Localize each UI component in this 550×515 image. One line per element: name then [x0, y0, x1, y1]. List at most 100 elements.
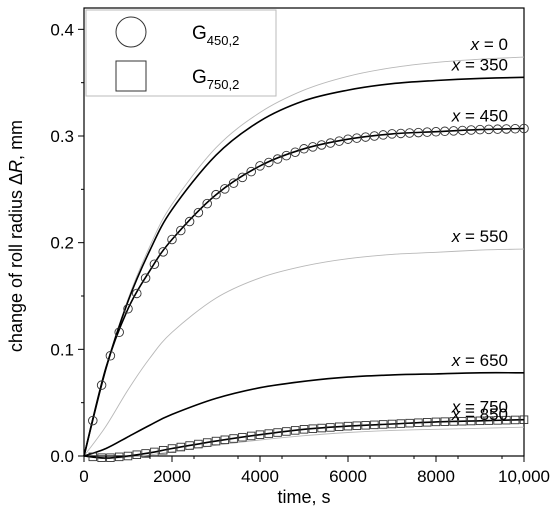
- legend-label-main: G: [192, 23, 207, 44]
- series-line-x-750: [83, 418, 525, 459]
- legend-label-subscript: 450,2: [207, 33, 240, 48]
- curve-label-value: = 450: [460, 107, 508, 126]
- point-square: [484, 416, 494, 425]
- y-tick-label: 0.4: [50, 20, 74, 39]
- curve-label: x = 450: [451, 107, 508, 126]
- point-circle: [237, 172, 248, 183]
- point-square: [141, 449, 150, 458]
- point-circle: [132, 288, 142, 299]
- curve-label: x = 0: [470, 35, 508, 54]
- series-line-x-350: [83, 76, 525, 457]
- point-square: [202, 438, 212, 447]
- point-circle: [334, 136, 344, 146]
- point-square: [361, 421, 370, 430]
- point-square: [334, 422, 344, 432]
- y-axis-title-part: R: [6, 160, 26, 173]
- point-circle: [519, 123, 529, 134]
- point-square: [114, 452, 124, 462]
- point-square: [387, 419, 397, 429]
- curve-label: x = 350: [451, 55, 508, 74]
- x-axis: 0 2000 4000 6000 8000 10,000: [79, 456, 550, 486]
- y-axis: 0.0 0.1 0.2 0.3 0.4: [50, 20, 84, 466]
- point-circle: [281, 150, 292, 161]
- point-square: [510, 415, 520, 425]
- data-markers: [88, 123, 529, 462]
- point-square: [238, 432, 247, 442]
- point-circle: [88, 415, 98, 426]
- point-circle: [105, 350, 116, 361]
- curve-label-var: x: [451, 227, 461, 246]
- point-square: [229, 434, 238, 443]
- point-square: [167, 444, 177, 453]
- point-circle: [308, 142, 318, 152]
- point-circle: [228, 178, 239, 188]
- point-square: [264, 429, 274, 438]
- point-circle: [316, 140, 327, 150]
- point-circle: [149, 259, 160, 269]
- y-axis-title-part: , mm: [6, 120, 26, 160]
- point-square: [317, 423, 326, 433]
- point-square: [502, 415, 511, 425]
- point-square: [132, 450, 142, 459]
- curve-label-value: = 350: [460, 55, 508, 74]
- point-circle: [220, 184, 230, 194]
- point-circle: [193, 207, 204, 218]
- y-axis-title-part: change of roll radius Δ: [6, 173, 26, 352]
- point-square: [422, 418, 432, 427]
- curve-label-value: = 850: [460, 405, 508, 424]
- point-square: [106, 453, 115, 462]
- curve-label-var: x: [470, 35, 480, 54]
- point-square: [150, 447, 159, 457]
- point-circle: [325, 138, 336, 148]
- legend-label-main: G: [192, 67, 207, 88]
- point-square: [176, 442, 186, 452]
- curve-label-var: x: [451, 398, 461, 417]
- point-circle: [140, 273, 151, 283]
- curve-label-var: x: [451, 351, 461, 370]
- point-circle: [114, 327, 124, 338]
- y-tick-label: 0.1: [50, 340, 74, 359]
- point-square: [326, 423, 335, 432]
- point-square: [378, 420, 388, 429]
- curve-label: x = 850: [451, 405, 508, 424]
- x-tick-label: 4000: [241, 467, 279, 486]
- point-square: [194, 439, 203, 449]
- point-square: [97, 453, 106, 462]
- curve-label-value: = 650: [460, 351, 508, 370]
- point-circle: [184, 216, 195, 227]
- series-line-x-550: [83, 248, 525, 457]
- point-square: [88, 452, 98, 462]
- x-tick-label: 8000: [417, 467, 455, 486]
- series-line-x-650: [83, 371, 525, 457]
- plot-border: [83, 7, 525, 457]
- x-tick-label: 10,000: [498, 467, 550, 486]
- y-tick-label: 0.0: [50, 447, 74, 466]
- point-square: [466, 416, 476, 426]
- point-circle: [246, 166, 256, 177]
- point-square: [414, 418, 423, 427]
- point-square: [440, 417, 450, 426]
- point-square: [246, 431, 256, 441]
- point-square: [405, 418, 414, 428]
- curve-label-value: = 750: [460, 398, 508, 417]
- point-square: [352, 421, 362, 430]
- point-square: [158, 445, 168, 455]
- point-circle: [264, 157, 274, 168]
- y-axis-title: change of roll radius ΔR, mm: [6, 120, 26, 352]
- point-square: [185, 441, 194, 450]
- point-square: [519, 415, 529, 424]
- point-circle: [167, 234, 177, 245]
- point-circle: [211, 189, 221, 200]
- curve-label: x = 650: [451, 351, 508, 370]
- curve-label-var: x: [451, 55, 461, 74]
- x-tick-label: 0: [79, 467, 88, 486]
- legend-label: G450,2: [192, 23, 239, 48]
- curve-label-var: x: [451, 107, 461, 126]
- point-circle: [299, 144, 309, 154]
- series-line-x-850: [83, 426, 525, 459]
- point-square: [370, 420, 379, 430]
- point-circle: [272, 154, 283, 164]
- point-circle: [176, 225, 186, 236]
- legend-label-subscript: 750,2: [207, 77, 240, 92]
